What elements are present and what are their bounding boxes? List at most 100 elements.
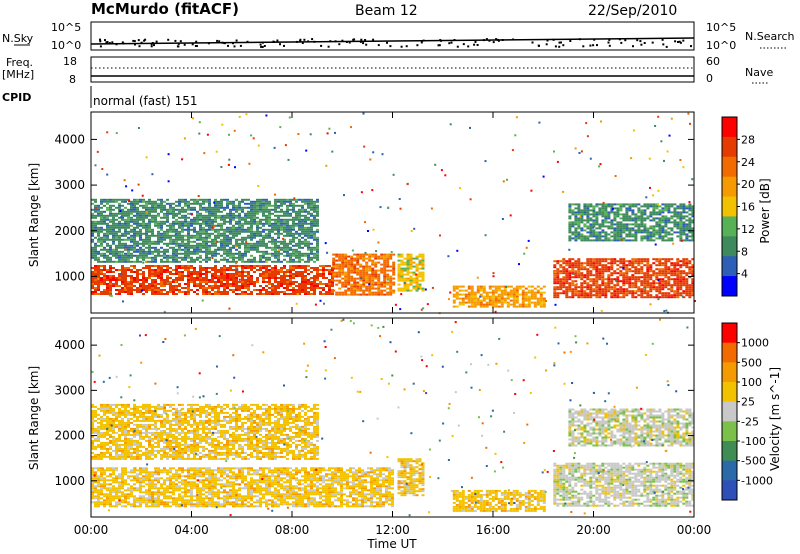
data-cell bbox=[121, 214, 124, 217]
scatter-cell bbox=[620, 238, 623, 241]
data-cell bbox=[619, 292, 623, 295]
data-cell bbox=[685, 205, 689, 208]
data-cell bbox=[235, 256, 238, 259]
data-cell bbox=[595, 231, 599, 234]
data-cell bbox=[220, 248, 223, 251]
data-cell bbox=[310, 285, 313, 287]
data-cell bbox=[175, 289, 178, 291]
data-cell bbox=[652, 235, 656, 238]
data-cell bbox=[652, 239, 656, 242]
data-cell bbox=[601, 260, 605, 263]
data-cell bbox=[181, 256, 184, 259]
data-cell bbox=[295, 248, 298, 251]
data-cell bbox=[491, 299, 495, 302]
data-cell bbox=[421, 259, 425, 262]
data-cell bbox=[265, 218, 268, 221]
data-cell bbox=[235, 228, 238, 231]
data-cell bbox=[673, 278, 677, 281]
data-cell bbox=[577, 290, 581, 293]
data-cell bbox=[506, 297, 510, 300]
data-cell bbox=[577, 258, 581, 261]
nsky-label: N.Sky bbox=[2, 32, 34, 45]
data-cell bbox=[568, 209, 572, 212]
data-cell bbox=[586, 264, 590, 267]
data-cell bbox=[115, 293, 118, 295]
data-cell bbox=[199, 224, 202, 227]
data-cell bbox=[397, 287, 401, 290]
data-cell bbox=[598, 270, 602, 273]
data-cell bbox=[488, 301, 492, 304]
data-cell bbox=[473, 293, 477, 296]
data-cell bbox=[586, 274, 590, 277]
data-cell bbox=[178, 246, 181, 249]
data-cell bbox=[685, 294, 689, 297]
data-cell bbox=[232, 246, 235, 249]
data-cell bbox=[310, 202, 313, 205]
data-cell bbox=[139, 254, 142, 257]
data-cell bbox=[172, 285, 175, 287]
data-cell bbox=[307, 236, 310, 239]
data-cell bbox=[91, 212, 94, 215]
data-cell bbox=[199, 287, 202, 289]
data-cell bbox=[341, 257, 345, 260]
data-cell bbox=[580, 209, 584, 212]
data-cell bbox=[205, 242, 208, 245]
data-cell bbox=[377, 279, 381, 282]
data-cell bbox=[127, 236, 130, 239]
data-cell bbox=[610, 235, 614, 238]
data-cell bbox=[338, 287, 342, 290]
data-cell bbox=[184, 252, 187, 255]
data-cell bbox=[506, 305, 510, 308]
data-cell bbox=[664, 215, 668, 218]
data-cell bbox=[383, 261, 387, 264]
data-cell bbox=[485, 301, 489, 304]
data-cell bbox=[103, 256, 106, 259]
data-cell bbox=[583, 203, 587, 206]
data-cell bbox=[211, 279, 214, 281]
data-cell bbox=[580, 217, 584, 220]
data-cell bbox=[307, 202, 310, 205]
data-cell bbox=[688, 270, 692, 273]
data-cell bbox=[377, 257, 381, 260]
data-cell bbox=[151, 216, 154, 219]
data-cell bbox=[169, 281, 172, 283]
data-cell bbox=[580, 266, 584, 269]
data-cell bbox=[298, 204, 301, 207]
data-cell bbox=[277, 283, 280, 285]
nsky-point bbox=[227, 44, 229, 47]
data-cell bbox=[268, 275, 271, 277]
data-cell bbox=[679, 237, 683, 240]
data-cell bbox=[184, 250, 187, 253]
data-cell bbox=[685, 266, 689, 269]
data-cell bbox=[667, 231, 671, 234]
data-cell bbox=[619, 272, 623, 275]
data-cell bbox=[208, 202, 211, 205]
data-cell bbox=[202, 200, 205, 203]
data-cell bbox=[559, 266, 563, 269]
data-cell bbox=[362, 273, 366, 276]
scatter-cell bbox=[399, 308, 402, 311]
data-cell bbox=[199, 269, 202, 271]
data-cell bbox=[205, 254, 208, 257]
data-cell bbox=[265, 275, 268, 277]
data-cell bbox=[250, 204, 253, 207]
data-cell bbox=[374, 253, 378, 256]
data-cell bbox=[112, 224, 115, 227]
data-cell bbox=[214, 271, 217, 273]
data-cell bbox=[658, 296, 662, 299]
scatter-cell bbox=[174, 233, 177, 236]
data-cell bbox=[595, 217, 599, 220]
data-cell bbox=[682, 280, 686, 283]
data-cell bbox=[383, 281, 387, 284]
data-cell bbox=[253, 258, 256, 261]
data-cell bbox=[310, 198, 313, 201]
data-cell bbox=[634, 229, 638, 232]
data-cell bbox=[580, 294, 584, 297]
data-cell bbox=[485, 291, 489, 294]
data-cell bbox=[232, 226, 235, 229]
data-cell bbox=[130, 224, 133, 227]
data-cell bbox=[559, 264, 563, 267]
data-cell bbox=[691, 284, 695, 287]
data-cell bbox=[383, 265, 387, 268]
data-cell bbox=[625, 270, 629, 273]
